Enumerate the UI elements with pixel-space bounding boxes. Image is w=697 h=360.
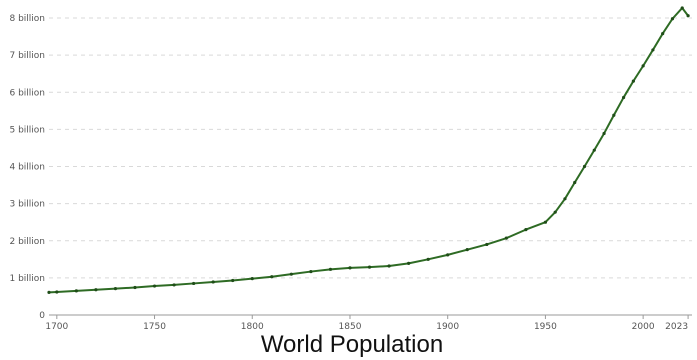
data-point (485, 242, 489, 247)
y-tick-label: 0 (39, 311, 45, 321)
data-point (543, 220, 548, 224)
data-point (426, 257, 430, 261)
data-point (582, 164, 587, 169)
series-layer (47, 6, 690, 294)
x-tick-label: 1850 (339, 322, 362, 332)
data-point (661, 31, 665, 36)
data-point (592, 148, 596, 152)
data-point (270, 275, 274, 279)
data-point (348, 266, 352, 270)
y-tick-label: 6 billion (9, 88, 45, 98)
data-point (651, 48, 655, 52)
data-point (289, 272, 293, 276)
grid-layer (49, 17, 692, 279)
data-point (192, 281, 196, 286)
data-point (113, 287, 118, 291)
data-point (211, 280, 215, 284)
data-point (621, 95, 626, 100)
data-point (55, 290, 59, 294)
data-point (387, 264, 391, 268)
data-point (446, 253, 450, 257)
x-tick-label: 1700 (45, 322, 68, 332)
data-point (612, 113, 616, 117)
data-point (553, 210, 557, 214)
data-point (47, 290, 51, 294)
data-point (524, 228, 528, 232)
data-point (670, 17, 675, 21)
x-tick-label: 1950 (534, 322, 557, 332)
y-tick-label: 4 billion (9, 163, 45, 173)
chart-title: World Population (261, 331, 443, 358)
data-point (250, 277, 254, 281)
data-point (133, 285, 137, 290)
data-point (563, 197, 567, 201)
data-point (680, 6, 684, 10)
population-line (48, 6, 689, 294)
axis-layer: 0 1 billion 2 billion 3 billion 4 billion 5 b… (9, 14, 692, 332)
x-tick-label: 1750 (143, 322, 166, 332)
data-point (231, 278, 235, 283)
data-point (328, 267, 333, 271)
y-tick-label: 1 billion (9, 274, 45, 284)
data-point (573, 180, 577, 185)
x-tick-label: 1900 (436, 322, 459, 332)
data-point (686, 14, 690, 18)
data-point (172, 283, 176, 287)
x-tick-label: 1800 (241, 322, 264, 332)
data-point (465, 248, 469, 252)
data-point (367, 265, 372, 269)
x-tick-label: 2023 (665, 322, 688, 332)
data-point (94, 288, 98, 292)
y-tick-label: 8 billion (9, 14, 45, 24)
data-point (309, 269, 313, 274)
x-tick-label: 2000 (632, 322, 655, 332)
data-point (602, 131, 606, 136)
y-tick-label: 3 billion (9, 200, 45, 210)
y-tick-label: 5 billion (9, 125, 45, 135)
data-point (407, 261, 411, 265)
y-tick-label: 2 billion (9, 237, 45, 247)
y-tick-label: 7 billion (9, 51, 45, 61)
data-point (631, 79, 635, 83)
data-point (641, 64, 645, 68)
data-point (152, 284, 157, 288)
data-point (74, 289, 78, 293)
data-point (504, 236, 508, 240)
